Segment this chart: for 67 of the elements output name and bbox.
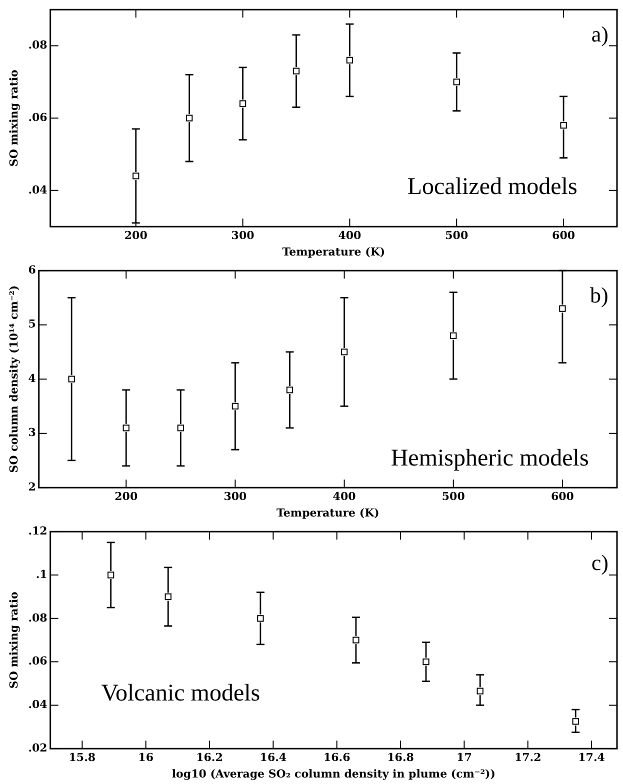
annotation: b) [590,282,608,308]
point [239,100,246,107]
x-axis-title: Temperature (K) [282,245,386,258]
y-axis-title: SO mixing ratio [7,70,20,167]
y-tick-label: .02 [28,741,48,754]
point [132,172,140,180]
x-tick-label: 16 [138,751,154,764]
x-tick-label: 600 [552,229,576,242]
x-tick-label: 500 [445,229,468,242]
point [422,658,430,666]
point [164,593,172,600]
point [559,305,566,312]
x-tick-label: 16.6 [323,751,351,764]
y-tick-label: .04 [28,698,48,712]
annotation: Localized models [407,174,578,200]
y-tick-label: .06 [28,654,48,668]
y-axis-title: SO mixing ratio [7,592,20,689]
y-axis-title: SO column density (10¹⁴ cm⁻²) [7,285,20,473]
point [68,376,75,382]
y-tick-label: .08 [28,611,48,624]
y-tick-label: .12 [28,524,48,538]
x-axis-title: log10 (Average SO₂ column density in plume (cm⁻²)) [172,767,496,780]
point [340,348,348,356]
point [453,78,460,86]
x-tick-label: 16.4 [260,751,287,764]
x-tick-label: 500 [442,490,466,504]
point [122,424,130,432]
point [177,424,184,432]
point [346,56,354,64]
y-tick-label: 2 [28,480,36,494]
point [450,332,457,340]
annotation: Volcanic models [101,680,260,707]
x-tick-label: 400 [332,490,356,504]
point [572,718,579,725]
x-tick-label: 17.2 [514,751,542,764]
x-tick-label: 300 [231,229,255,242]
annotation: c) [591,550,608,575]
point [107,572,114,578]
y-tick-label: .06 [28,110,48,124]
point [286,386,294,394]
x-tick-label: 15.8 [68,751,96,764]
annotation: Hemispheric models [390,446,589,472]
point [352,636,360,644]
y-tick-label: .04 [28,183,48,196]
x-tick-label: 600 [550,490,574,504]
x-tick-label: 400 [338,229,362,242]
x-tick-label: 200 [124,229,148,242]
x-tick-label: 16.2 [196,751,223,764]
y-tick-label: .1 [36,568,48,581]
y-tick-label: 4 [28,372,36,385]
point [560,122,567,129]
point [476,688,484,694]
y-tick-label: .08 [28,38,48,52]
y-tick-label: 3 [28,426,36,440]
y-tick-label: 6 [28,263,36,276]
x-axis-title: Temperature (K) [276,506,380,520]
point [186,114,193,122]
annotation: a) [591,21,608,46]
x-tick-label: 17 [456,751,472,764]
x-tick-label: 16.8 [387,751,414,764]
point [292,68,300,74]
y-tick-label: 5 [28,318,36,331]
point [257,615,264,622]
x-tick-label: 200 [114,490,138,504]
point [232,402,239,410]
x-tick-label: 17.4 [578,751,606,764]
x-tick-label: 300 [224,490,248,504]
